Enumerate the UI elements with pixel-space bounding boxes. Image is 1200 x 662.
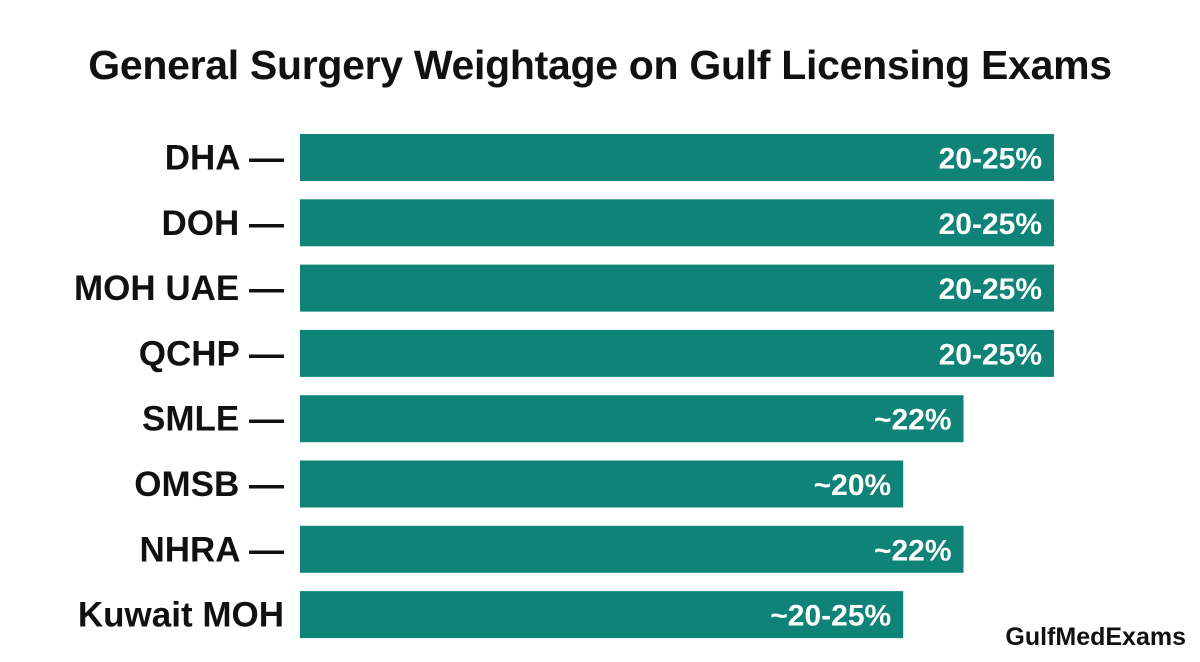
- value-label-qchp: 20-25%: [939, 338, 1042, 371]
- value-label-doh: 20-25%: [939, 208, 1042, 241]
- value-label-smle: ~22%: [874, 404, 952, 437]
- bar-dha: [300, 134, 1054, 181]
- value-label-kuwait-moh: ~20-25%: [770, 600, 891, 633]
- chart-title: General Surgery Weightage on Gulf Licens…: [88, 42, 1112, 88]
- bar-kuwait-moh: [300, 591, 904, 639]
- value-label-moh-uae: 20-25%: [939, 273, 1042, 306]
- category-label-moh-uae: MOH UAE —: [74, 269, 284, 308]
- value-label-nhra: ~22%: [874, 534, 952, 567]
- value-label-omsb: ~20%: [814, 469, 892, 502]
- bar-doh: [300, 199, 1054, 247]
- category-label-smle: SMLE —: [142, 400, 284, 439]
- bar-qchp: [300, 329, 1054, 377]
- bar-smle: [300, 395, 964, 443]
- category-label-omsb: OMSB —: [134, 465, 284, 504]
- category-label-dha: DHA —: [165, 139, 284, 178]
- category-label-kuwait-moh: Kuwait MOH: [78, 596, 284, 635]
- bar-nhra: [300, 525, 964, 573]
- bar-omsb: [300, 460, 904, 508]
- value-label-dha: 20-25%: [939, 143, 1042, 176]
- category-label-doh: DOH —: [162, 204, 285, 243]
- category-label-nhra: NHRA —: [139, 530, 284, 569]
- watermark-brand: GulfMedExams: [1005, 623, 1186, 651]
- bar-moh-uae: [300, 264, 1054, 312]
- category-label-qchp: QCHP —: [139, 334, 284, 373]
